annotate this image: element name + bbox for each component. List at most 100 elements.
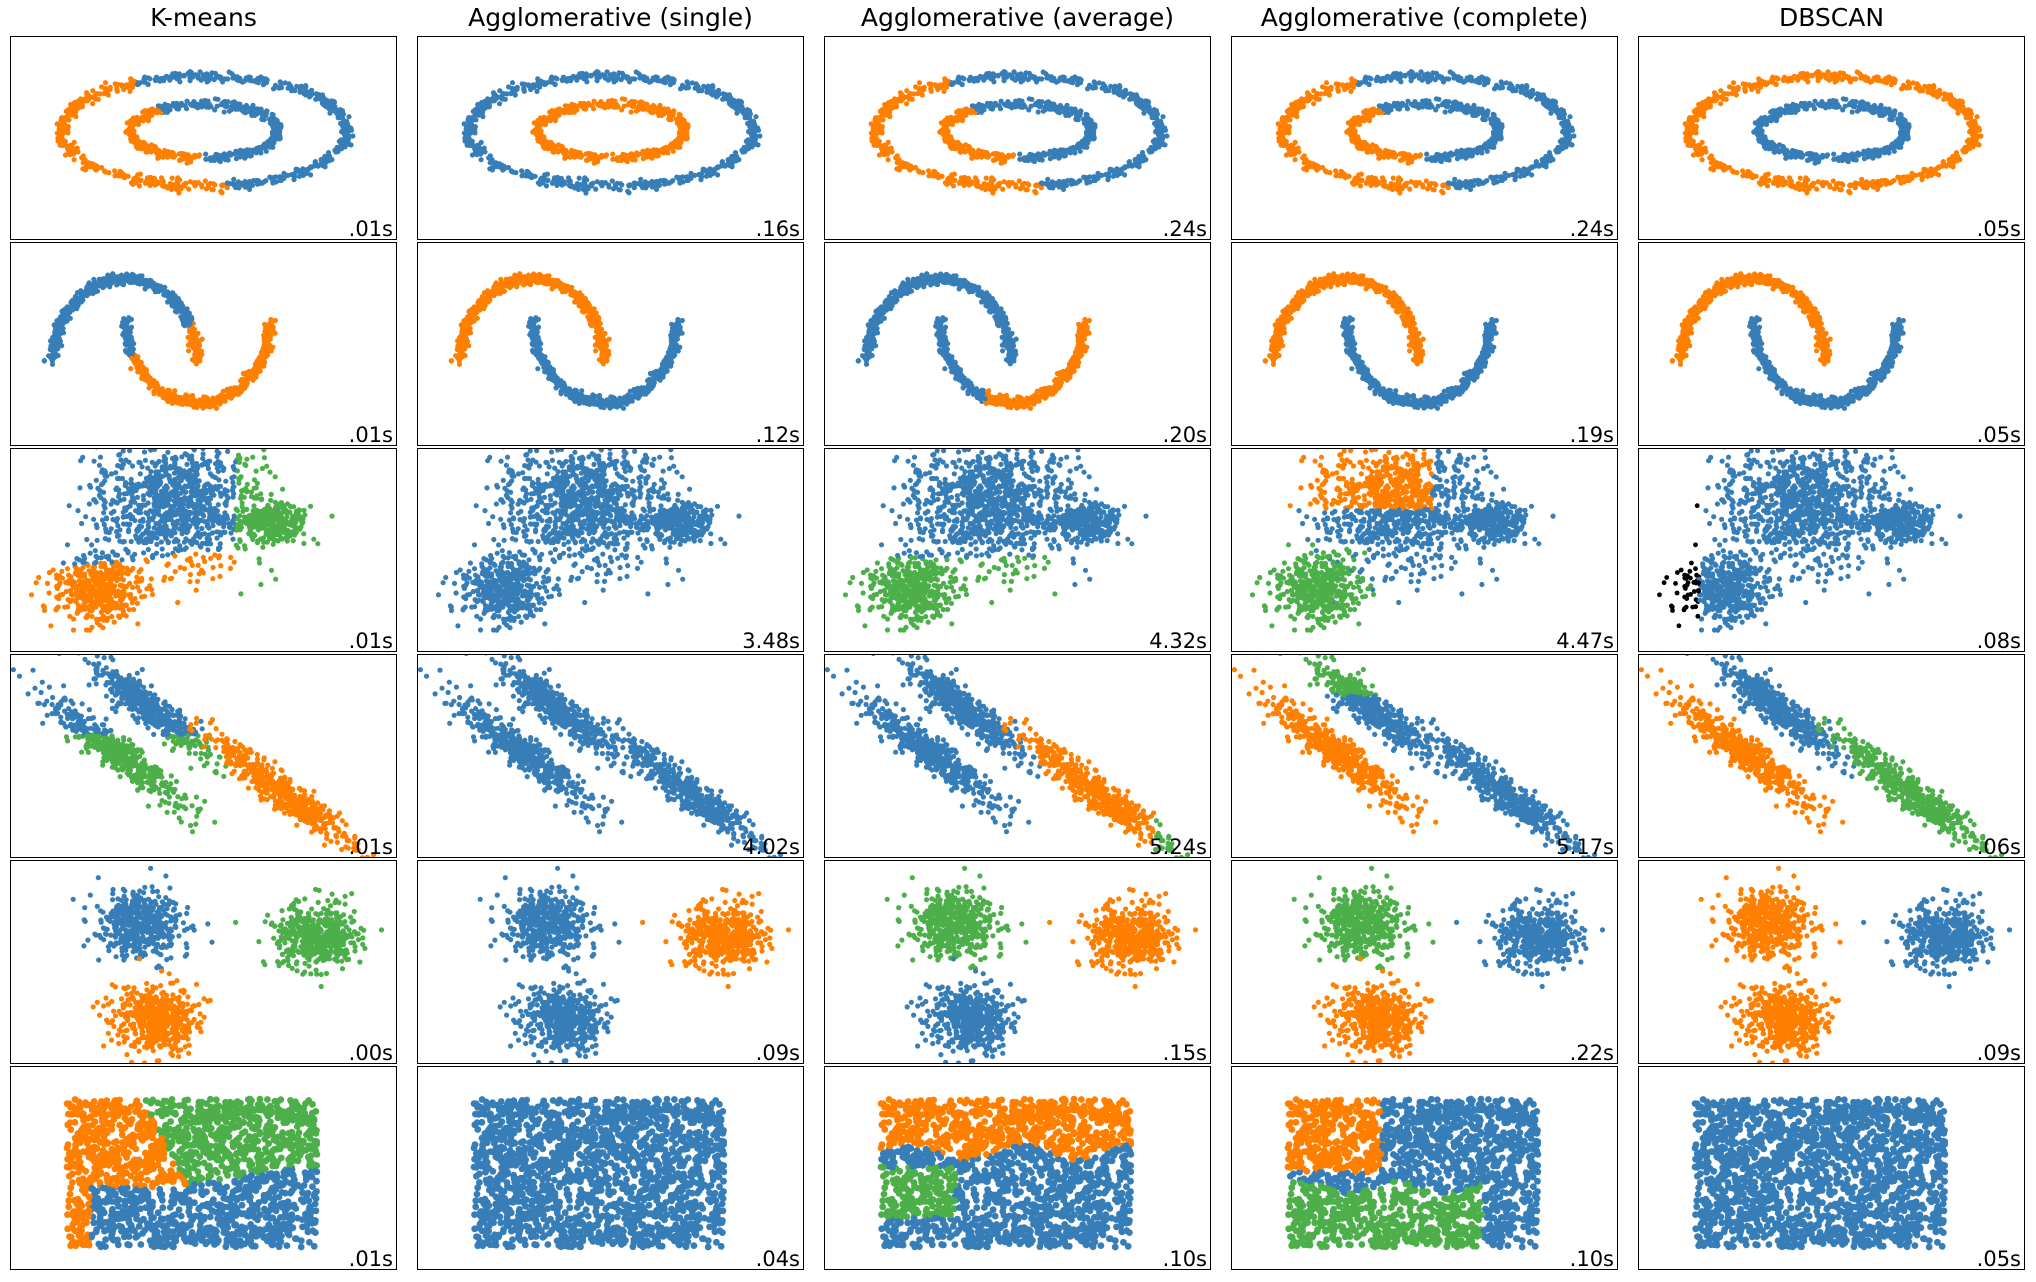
scatter-point [977, 148, 983, 155]
scatter-point [1108, 83, 1114, 89]
scatter-point [338, 142, 344, 148]
scatter-point [1494, 179, 1500, 185]
column-title-2: Agglomerative (single) [417, 2, 804, 34]
scatter-point [1138, 154, 1144, 160]
scatter-point [550, 144, 556, 150]
scatter-point [497, 101, 503, 107]
scatter-point [1058, 181, 1064, 187]
scatter-point [1564, 119, 1570, 125]
scatter-point [1449, 104, 1455, 110]
scatter-point [262, 141, 268, 147]
scatter-point [312, 159, 318, 165]
scatter-point [145, 111, 151, 117]
scatter-point [77, 98, 84, 104]
scatter-point [625, 188, 631, 194]
scatter-point [1083, 116, 1089, 122]
scatter-point [1024, 181, 1031, 187]
scatter-point [90, 94, 96, 100]
scatter-point [1152, 142, 1158, 148]
scatter-point [155, 155, 161, 161]
scatter-point [221, 109, 227, 115]
scatter-point [467, 121, 473, 127]
scatter-point [915, 90, 921, 97]
scatter-point [940, 129, 946, 135]
scatter-point [1033, 100, 1039, 106]
scatter-point [197, 69, 203, 75]
scatter-point [710, 167, 716, 173]
scatter-point [1357, 183, 1364, 189]
scatter-point [205, 184, 212, 190]
scatter-point [316, 162, 322, 168]
scatter-point [1083, 111, 1089, 117]
scatter-point [1386, 107, 1392, 113]
scatter-point [1092, 81, 1098, 87]
scatter-point [512, 92, 518, 98]
scatter-point [463, 122, 469, 128]
column-title-4: Agglomerative (complete) [1231, 2, 1618, 34]
scatter-point [568, 76, 574, 82]
scatter-point [1440, 100, 1446, 106]
scatter-point [540, 144, 547, 150]
scatter-point [635, 104, 641, 110]
scatter-point [113, 172, 119, 178]
scatter-point [1407, 186, 1413, 192]
scatter-point [172, 70, 178, 76]
scatter-point [1359, 177, 1365, 183]
scatter-point [537, 181, 543, 187]
scatter-point [1112, 83, 1118, 89]
scatter-point [949, 121, 956, 127]
scatter-point [1126, 159, 1132, 165]
scatter-point [677, 131, 683, 137]
scatter-point [183, 180, 189, 186]
scatter-point [131, 130, 137, 137]
scatter-point [58, 115, 65, 121]
scatter-point [176, 71, 182, 77]
scatter-point [1009, 105, 1015, 111]
scatter-point [740, 149, 746, 155]
scatter-point [1290, 143, 1296, 149]
scatter-point [1468, 150, 1474, 156]
scatter-point [1297, 104, 1303, 110]
scatter-point [1129, 92, 1135, 98]
scatter-point [946, 175, 952, 181]
scatter-point [65, 130, 71, 136]
scatter-point [886, 149, 892, 155]
scatter-point [188, 157, 194, 163]
scatter-point [1524, 84, 1530, 90]
scatter-point [576, 182, 582, 189]
scatter-point [1286, 130, 1292, 136]
scatter-point [661, 180, 667, 187]
scatter-point [904, 94, 910, 100]
scatter-point [327, 110, 333, 116]
scatter-point [880, 117, 886, 123]
scatter-point [497, 94, 503, 100]
scatter-point [177, 79, 183, 85]
scatter-point [674, 120, 680, 126]
scatter-point [947, 135, 953, 141]
scatter-point [1111, 89, 1117, 95]
scatter-point [709, 171, 715, 177]
scatter-point [1049, 184, 1055, 190]
scatter-point [132, 175, 138, 181]
scatter-point [254, 106, 260, 112]
scatter-point [163, 148, 169, 155]
scatter-point [468, 138, 474, 144]
scatter-point [307, 89, 313, 95]
scatter-point [702, 167, 708, 173]
scatter-point [926, 168, 932, 174]
scatter-point [154, 179, 160, 185]
scatter-point [1328, 86, 1334, 92]
scatter-point [210, 187, 216, 193]
scatter-point [983, 175, 989, 181]
scatter-point [95, 165, 101, 171]
scatter-point [653, 105, 659, 111]
scatter-point [315, 92, 321, 98]
scatter-point [969, 155, 975, 161]
scatter-plot [868, 69, 1170, 196]
scatter-point [1077, 148, 1083, 154]
scatter-point [1558, 115, 1564, 121]
scatter-point [598, 154, 605, 160]
scatter-point [916, 168, 922, 174]
scatter-point [308, 164, 314, 171]
